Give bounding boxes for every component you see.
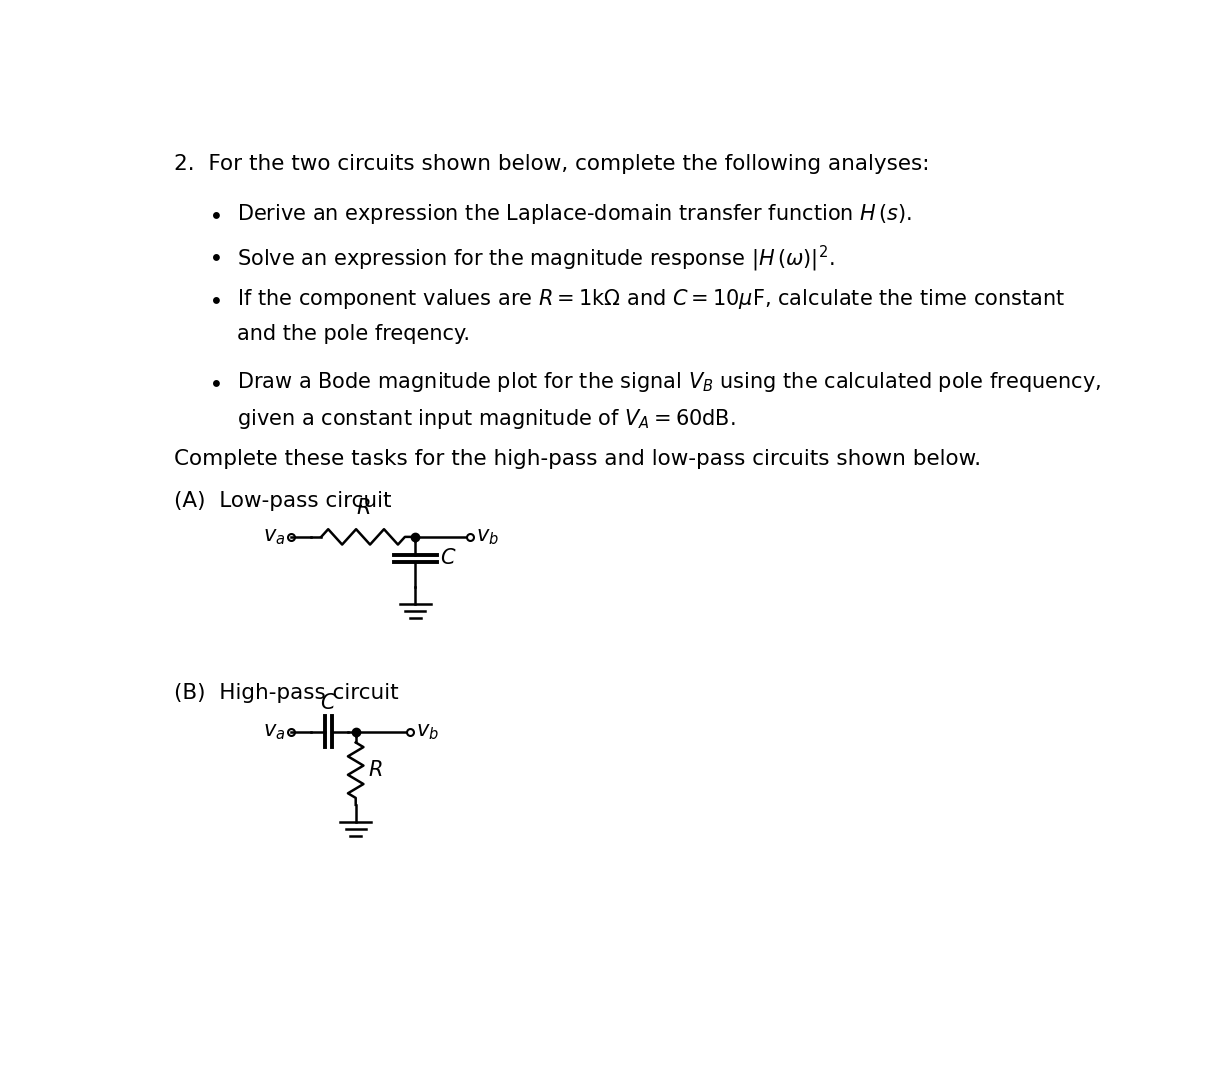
Text: (B)  High-pass circuit: (B) High-pass circuit [174, 683, 399, 703]
Text: Derive an expression the Laplace-domain transfer function $H\,(s)$.: Derive an expression the Laplace-domain … [237, 202, 912, 226]
Text: (A)  Low-pass circuit: (A) Low-pass circuit [174, 491, 391, 510]
Text: $\bullet$: $\bullet$ [208, 287, 221, 311]
Text: 2.  For the two circuits shown below, complete the following analyses:: 2. For the two circuits shown below, com… [174, 154, 929, 174]
Text: $\bullet$: $\bullet$ [208, 370, 221, 394]
Text: given a constant input magnitude of $V_A = 60\mathrm{dB}$.: given a constant input magnitude of $V_A… [237, 407, 736, 431]
Text: Complete these tasks for the high-pass and low-pass circuits shown below.: Complete these tasks for the high-pass a… [174, 450, 981, 469]
Text: $v_b$: $v_b$ [476, 527, 498, 547]
Text: $C$: $C$ [440, 548, 457, 568]
Text: $R$: $R$ [356, 497, 371, 518]
Text: $v_a$: $v_a$ [262, 722, 286, 742]
Text: If the component values are $R = 1\mathrm{k}\Omega$ and $C = 10\mu\mathrm{F}$, c: If the component values are $R = 1\mathr… [237, 287, 1066, 311]
Text: $v_a$: $v_a$ [262, 527, 286, 547]
Text: and the pole freqency.: and the pole freqency. [237, 324, 470, 343]
Text: $v_b$: $v_b$ [417, 722, 439, 742]
Text: Solve an expression for the magnitude response $|H\,(\omega)|^2$.: Solve an expression for the magnitude re… [237, 244, 835, 275]
Text: $\bullet$: $\bullet$ [208, 244, 221, 268]
Text: Draw a Bode magnitude plot for the signal $V_B$ using the calculated pole freque: Draw a Bode magnitude plot for the signa… [237, 370, 1101, 394]
Text: $R$: $R$ [368, 760, 383, 780]
Text: $C$: $C$ [321, 693, 337, 714]
Text: $\bullet$: $\bullet$ [208, 202, 221, 226]
